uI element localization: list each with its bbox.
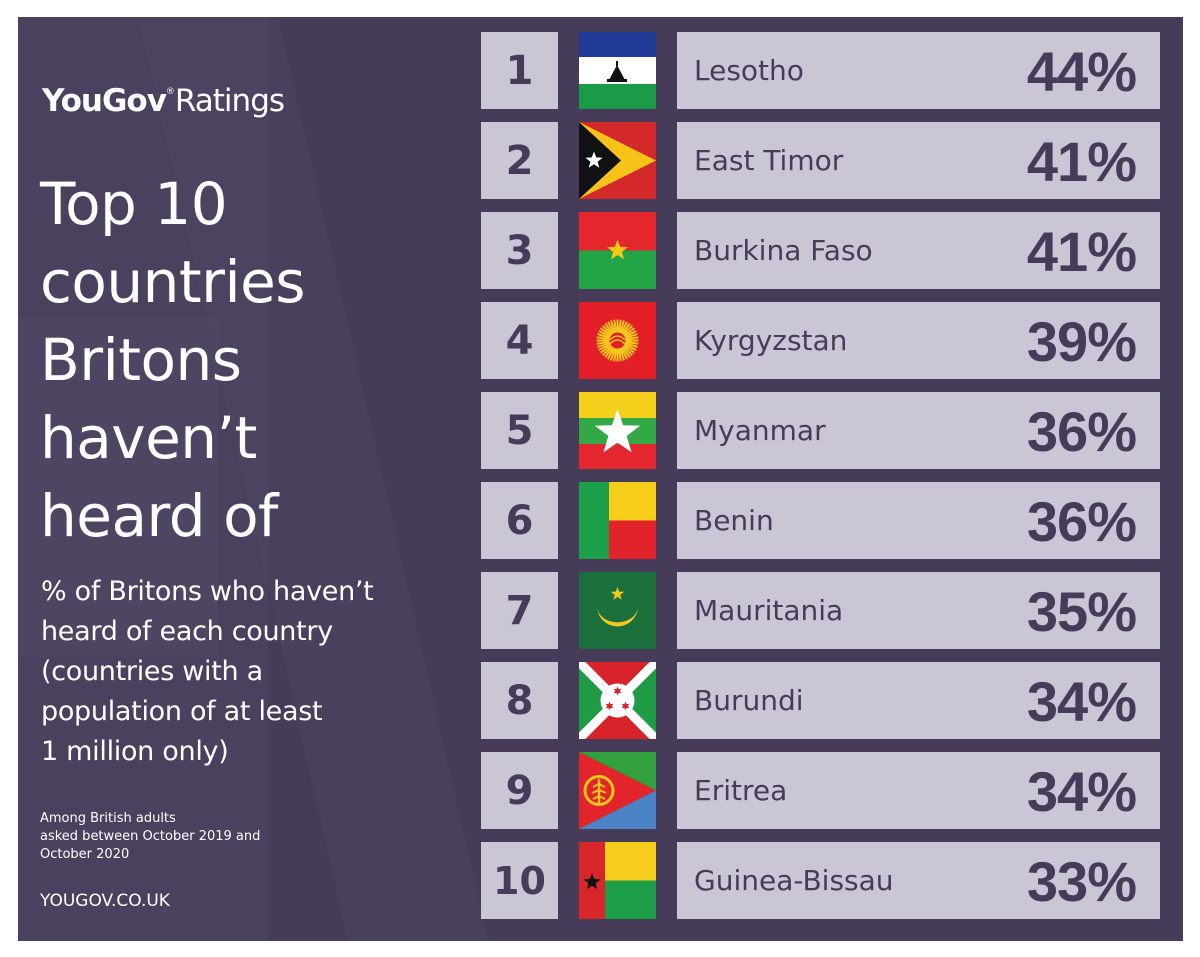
rank-number: 2 (481, 122, 558, 199)
rank-number: 4 (481, 302, 558, 379)
country-bar: East Timor 41% (677, 122, 1160, 199)
percentage-value: 34% (1026, 670, 1137, 733)
percentage-value: 33% (1026, 850, 1137, 913)
burkina-faso-flag-icon (579, 212, 656, 289)
source-link[interactable]: YOUGOV.CO.UK (40, 891, 170, 911)
country-name: Benin (694, 504, 774, 537)
background-decoration (18, 17, 488, 941)
kyrgyzstan-flag-icon (579, 302, 656, 379)
percentage-value: 44% (1026, 40, 1137, 103)
percentage-value: 39% (1026, 310, 1137, 373)
eritrea-flag-icon (579, 752, 656, 829)
country-name: Guinea-Bissau (694, 864, 894, 897)
rank-number: 5 (481, 392, 558, 469)
myanmar-flag-icon (579, 392, 656, 469)
east-timor-flag-icon (579, 122, 656, 199)
percentage-value: 41% (1026, 130, 1137, 193)
chart-subtitle: % of Britons who haven’t heard of each c… (41, 576, 374, 767)
percentage-value: 36% (1026, 490, 1137, 553)
country-name: Burundi (694, 684, 804, 717)
country-name: Mauritania (694, 594, 844, 627)
rank-number: 7 (481, 572, 558, 649)
country-name: Myanmar (694, 414, 826, 447)
country-bar: Eritrea 34% (677, 752, 1160, 829)
rank-number: 8 (481, 662, 558, 739)
country-name: Kyrgyzstan (694, 324, 848, 357)
lesotho-flag-icon (579, 32, 656, 109)
country-bar: Burundi 34% (677, 662, 1160, 739)
country-name: Burkina Faso (694, 234, 873, 267)
percentage-value: 35% (1026, 580, 1137, 643)
country-bar: Guinea-Bissau 33% (677, 842, 1160, 919)
percentage-value: 34% (1026, 760, 1137, 823)
mauritania-flag-icon (579, 572, 656, 649)
country-bar: Kyrgyzstan 39% (677, 302, 1160, 379)
rank-number: 3 (481, 212, 558, 289)
benin-flag-icon (579, 482, 656, 559)
rank-number: 1 (481, 32, 558, 109)
country-name: Eritrea (694, 774, 788, 807)
rank-number: 6 (481, 482, 558, 559)
percentage-value: 41% (1026, 220, 1137, 283)
rank-number: 9 (481, 752, 558, 829)
rank-number: 10 (481, 842, 558, 919)
guinea-bissau-flag-icon (579, 842, 656, 919)
burundi-flag-icon (579, 662, 656, 739)
page-title: Top 10 countries Britons haven’t heard o… (40, 170, 306, 550)
country-name: Lesotho (694, 54, 804, 87)
survey-note: Among British adults asked between Octob… (40, 811, 261, 862)
percentage-value: 36% (1026, 400, 1137, 463)
country-bar: Benin 36% (677, 482, 1160, 559)
yougov-ratings-logo: YouGov®Ratings (42, 83, 285, 119)
country-bar: Burkina Faso 41% (677, 212, 1160, 289)
country-bar: Myanmar 36% (677, 392, 1160, 469)
country-bar: Lesotho 44% (677, 32, 1160, 109)
country-name: East Timor (694, 144, 844, 177)
country-bar: Mauritania 35% (677, 572, 1160, 649)
